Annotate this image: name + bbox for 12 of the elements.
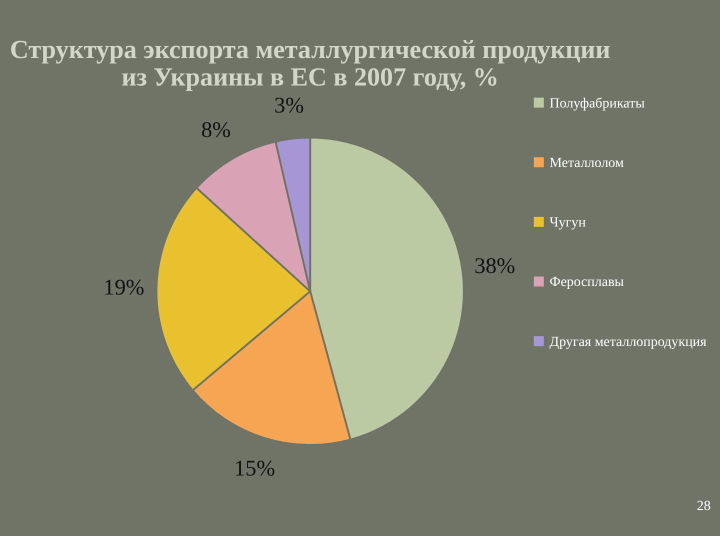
text: 28 bbox=[696, 499, 711, 514]
data-label: 8% bbox=[201, 117, 231, 142]
data-label: 38% bbox=[474, 253, 516, 278]
data-label: 19% bbox=[103, 274, 144, 300]
legend-label: Феросплавы bbox=[550, 275, 625, 290]
data-label: 15% bbox=[234, 456, 276, 481]
chart-title: Структура экспорта металлургической продукции из Украины в ЕС в 2007 году, % bbox=[10, 34, 610, 92]
legend-label: Другая металлопродукция bbox=[550, 334, 708, 350]
data-label: 3% bbox=[274, 92, 304, 118]
legend-label: Чугун bbox=[550, 216, 586, 231]
legend-label: Полуфабрикаты bbox=[550, 96, 646, 112]
legend-label: Металлолом bbox=[550, 156, 624, 171]
